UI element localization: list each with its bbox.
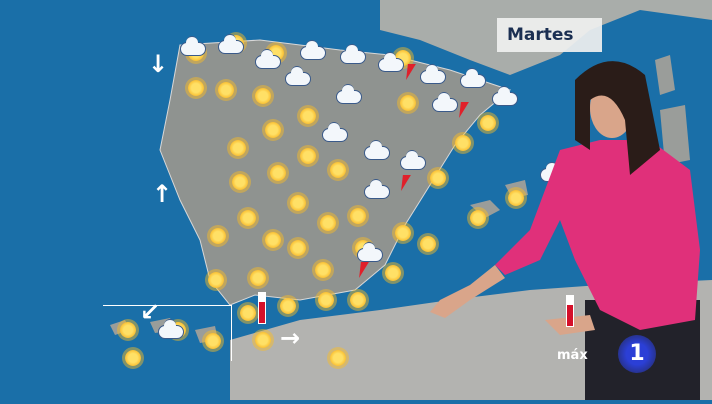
sun-icon <box>300 108 316 124</box>
cloud-icon <box>285 66 311 86</box>
wind-arrow-icon: → <box>280 324 301 352</box>
cloud-icon <box>218 34 244 54</box>
sun-icon <box>420 236 436 252</box>
sun-icon <box>330 162 346 178</box>
cloud-icon <box>460 68 486 88</box>
sun-icon <box>330 350 346 366</box>
sun-icon <box>508 190 524 206</box>
cloud-icon <box>300 40 326 60</box>
presenter-jacket <box>495 140 700 330</box>
day-title: Martes <box>507 25 574 45</box>
cloud-icon <box>336 84 362 104</box>
sun-icon <box>265 232 281 248</box>
sun-icon <box>318 292 334 308</box>
presenter-hair <box>575 61 660 175</box>
sun-icon <box>255 332 271 348</box>
sun-icon <box>270 165 286 181</box>
sun-icon <box>300 148 316 164</box>
cloud-icon <box>322 122 348 142</box>
day-title-panel: Martes <box>497 18 602 52</box>
sun-icon <box>430 170 446 186</box>
sun-icon <box>218 82 234 98</box>
cloud-icon <box>158 319 184 339</box>
sun-icon <box>265 122 281 138</box>
cloud-icon <box>364 140 390 160</box>
sun-icon <box>240 305 256 321</box>
sun-icon <box>280 298 296 314</box>
channel-logo-text: 1 <box>629 341 645 366</box>
sun-icon <box>240 210 256 226</box>
cloud-icon <box>492 86 518 106</box>
cloud-icon <box>420 64 446 84</box>
sun-icon <box>350 292 366 308</box>
sun-icon <box>230 140 246 156</box>
sun-icon <box>470 210 486 226</box>
wind-arrow-icon: ↓ <box>148 50 169 78</box>
sun-icon <box>188 80 204 96</box>
cloud-icon <box>400 150 426 170</box>
sun-icon <box>290 195 306 211</box>
balearic-islands <box>470 180 528 218</box>
sun-icon <box>400 95 416 111</box>
sun-icon <box>250 270 266 286</box>
presenter-arm <box>430 265 505 318</box>
sun-icon <box>480 115 496 131</box>
channel-logo: 1 <box>618 335 656 373</box>
sun-icon <box>210 228 226 244</box>
sun-icon <box>385 265 401 281</box>
sun-icon <box>208 272 224 288</box>
sun-icon <box>455 135 471 151</box>
wind-arrow-icon: ↑ <box>152 180 173 208</box>
cloud-icon <box>357 242 383 262</box>
sun-icon <box>255 88 271 104</box>
max-temperature-label: máx <box>557 348 588 363</box>
cloud-icon <box>432 92 458 112</box>
cloud-icon <box>255 49 281 69</box>
sun-icon <box>125 350 141 366</box>
sun-icon <box>315 262 331 278</box>
sun-icon <box>232 174 248 190</box>
cloud-icon <box>340 44 366 64</box>
sardinia-corsica <box>655 55 690 165</box>
cloud-icon <box>378 52 404 72</box>
sun-icon <box>320 215 336 231</box>
wind-arrow-icon: ↙ <box>140 298 161 326</box>
canary-islands-inset-frame <box>103 305 232 361</box>
cloud-icon <box>180 36 206 56</box>
thermometer-icon <box>258 292 266 324</box>
sun-icon <box>120 322 136 338</box>
cloud-icon <box>364 179 390 199</box>
thermometer-icon <box>566 295 574 327</box>
sun-icon <box>205 333 221 349</box>
sun-icon <box>395 225 411 241</box>
sun-icon <box>350 208 366 224</box>
sun-icon <box>290 240 306 256</box>
